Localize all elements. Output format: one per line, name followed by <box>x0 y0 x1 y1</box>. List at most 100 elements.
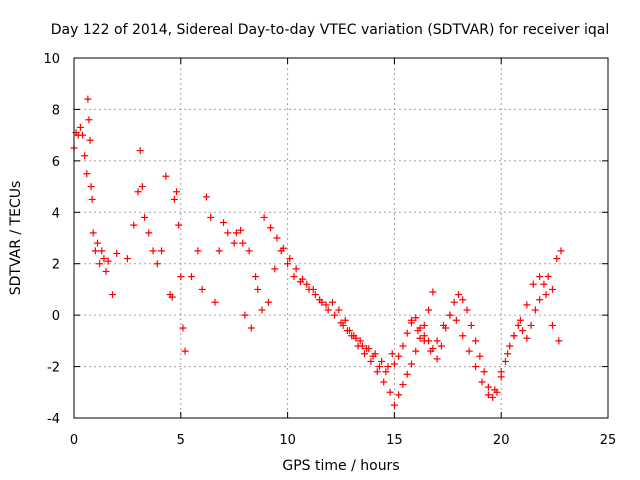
data-point-plus-marker <box>187 273 195 281</box>
data-point-plus-marker <box>527 321 535 329</box>
data-point-plus-marker <box>86 136 94 144</box>
data-point-plus-marker <box>177 273 185 281</box>
data-point-plus-marker <box>309 285 317 293</box>
grid-lines <box>73 57 609 419</box>
data-point-plus-marker <box>542 291 550 299</box>
data-point-plus-marker <box>378 357 386 365</box>
data-point-plus-marker <box>138 183 146 191</box>
data-point-plus-marker <box>386 388 394 396</box>
data-point-plus-marker <box>454 291 462 299</box>
data-point-plus-marker <box>179 324 187 332</box>
data-point-plus-marker <box>403 370 411 378</box>
data-point-plus-marker <box>360 350 368 358</box>
data-point-plus-marker <box>123 255 131 263</box>
data-point-plus-marker <box>510 332 518 340</box>
x-tick-label: 10 <box>279 433 296 448</box>
data-point-plus-marker <box>91 247 99 255</box>
y-tick-label: 8 <box>52 103 60 118</box>
data-point-plus-marker <box>365 345 373 353</box>
data-point-plus-marker <box>504 350 512 358</box>
data-point-plus-marker <box>286 255 294 263</box>
plot-frame <box>73 57 609 419</box>
data-point-plus-marker <box>412 314 420 322</box>
data-point-plus-marker <box>531 306 539 314</box>
data-point-plus-marker <box>484 383 492 391</box>
data-point-plus-marker <box>519 327 527 335</box>
data-point-plus-marker <box>450 298 458 306</box>
data-point-plus-marker <box>399 342 407 350</box>
data-point-plus-marker <box>252 273 260 281</box>
x-tick-label: 5 <box>177 433 185 448</box>
data-point-plus-marker <box>84 95 92 103</box>
data-point-plus-marker <box>181 347 189 355</box>
data-point-plus-marker <box>429 288 437 296</box>
data-point-plus-marker <box>211 298 219 306</box>
data-point-plus-marker <box>98 247 106 255</box>
data-point-plus-marker <box>296 278 304 286</box>
data-point-plus-marker <box>382 368 390 376</box>
data-point-plus-marker <box>553 255 561 263</box>
data-point-plus-marker <box>373 368 381 376</box>
data-point-plus-marker <box>348 332 356 340</box>
data-point-plus-marker <box>239 239 247 247</box>
x-tick-label: 0 <box>70 433 78 448</box>
data-point-plus-marker <box>501 357 509 365</box>
data-point-plus-marker <box>407 360 415 368</box>
data-point-plus-marker <box>380 378 388 386</box>
data-point-plus-marker <box>388 350 396 358</box>
data-point-plus-marker <box>100 255 108 263</box>
data-point-plus-marker <box>230 239 238 247</box>
data-point-plus-marker <box>467 321 475 329</box>
data-point-plus-marker <box>536 273 544 281</box>
data-point-plus-marker <box>83 170 91 178</box>
data-point-plus-marker <box>267 224 275 232</box>
data-point-plus-marker <box>476 352 484 360</box>
data-point-plus-marker <box>328 298 336 306</box>
data-point-plus-marker <box>311 291 319 299</box>
data-point-plus-marker <box>478 378 486 386</box>
data-point-plus-marker <box>452 316 460 324</box>
data-point-plus-marker <box>194 247 202 255</box>
data-point-plus-marker <box>168 293 176 301</box>
data-point-plus-marker <box>87 183 95 191</box>
data-point-plus-marker <box>104 257 112 265</box>
data-point-plus-marker <box>102 267 110 275</box>
data-points <box>70 95 565 409</box>
x-tick-label: 20 <box>493 433 510 448</box>
data-point-plus-marker <box>390 360 398 368</box>
data-point-plus-marker <box>548 285 556 293</box>
data-point-plus-marker <box>420 321 428 329</box>
data-point-plus-marker <box>134 188 142 196</box>
data-point-plus-marker <box>277 247 285 255</box>
data-point-plus-marker <box>433 337 441 345</box>
data-point-plus-marker <box>523 301 531 309</box>
data-point-plus-marker <box>254 285 262 293</box>
data-point-plus-marker <box>175 221 183 229</box>
data-point-plus-marker <box>489 393 497 401</box>
data-point-plus-marker <box>425 306 433 314</box>
data-point-plus-marker <box>245 247 253 255</box>
data-point-plus-marker <box>491 386 499 394</box>
data-point-plus-marker <box>149 247 157 255</box>
data-point-plus-marker <box>346 327 354 335</box>
data-point-plus-marker <box>173 188 181 196</box>
data-point-plus-marker <box>427 347 435 355</box>
y-tick-label: 4 <box>52 206 60 221</box>
data-point-plus-marker <box>260 213 268 221</box>
data-point-plus-marker <box>273 234 281 242</box>
data-point-plus-marker <box>480 368 488 376</box>
data-point-plus-marker <box>433 355 441 363</box>
data-point-plus-marker <box>215 247 223 255</box>
data-point-plus-marker <box>440 321 448 329</box>
x-tick-label: 15 <box>386 433 403 448</box>
data-point-plus-marker <box>322 301 330 309</box>
data-point-plus-marker <box>356 337 364 345</box>
data-point-plus-marker <box>158 247 166 255</box>
data-point-plus-marker <box>548 321 556 329</box>
y-tick-label: -4 <box>47 412 60 427</box>
data-point-plus-marker <box>96 260 104 268</box>
data-point-plus-marker <box>465 347 473 355</box>
data-point-plus-marker <box>371 350 379 358</box>
data-point-plus-marker <box>198 285 206 293</box>
